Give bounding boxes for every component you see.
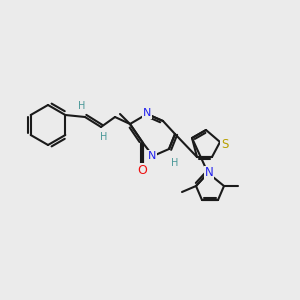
Text: O: O — [137, 164, 147, 176]
Text: H: H — [171, 158, 179, 168]
Text: H: H — [78, 101, 86, 111]
Text: S: S — [221, 137, 229, 151]
Text: N: N — [143, 108, 151, 118]
Text: N: N — [148, 151, 156, 161]
Text: N: N — [205, 167, 213, 179]
Text: H: H — [100, 132, 108, 142]
